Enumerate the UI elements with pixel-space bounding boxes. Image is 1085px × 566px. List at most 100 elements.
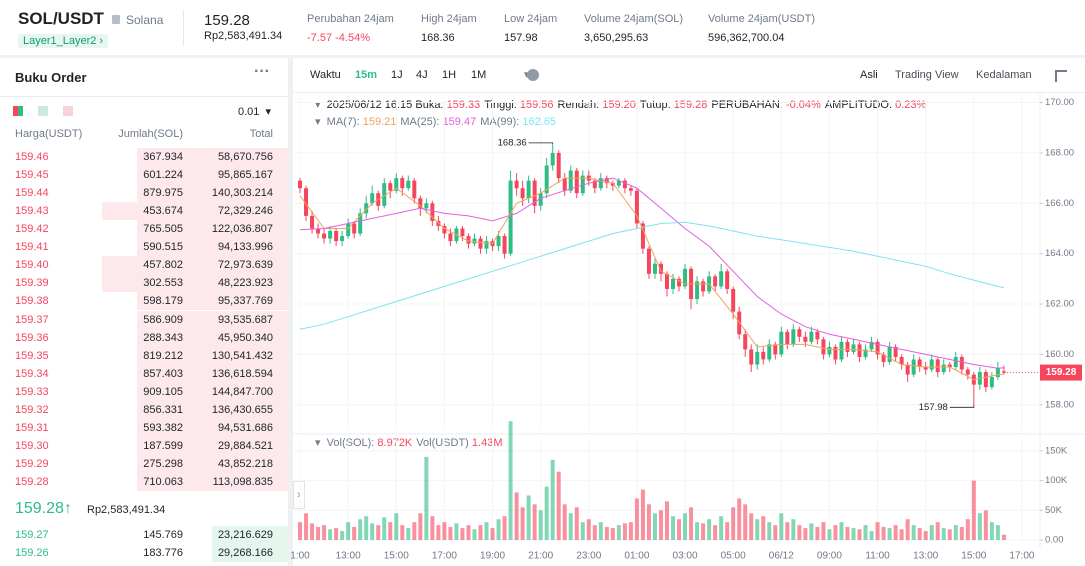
view[interactable]: Asli <box>860 69 878 81</box>
settings-icon[interactable] <box>527 69 539 81</box>
price: 159.36 <box>15 331 49 344</box>
total: 72,973.639 <box>217 259 273 272</box>
total: 113,098.835 <box>212 476 273 489</box>
info-label: Tinggi: <box>484 99 517 111</box>
total: 130,541.432 <box>211 349 273 362</box>
vol-legend: ▾ Vol(SOL): 8.972K Vol(USDT) 1.43M <box>315 436 506 449</box>
coin-name: Solana <box>126 13 164 27</box>
price: 159.46 <box>15 151 49 163</box>
amount: 367.934 <box>143 151 183 163</box>
asks-row[interactable]: 159.45 601.224 95,865.167 <box>0 166 288 185</box>
scroll-button[interactable]: › <box>293 481 305 509</box>
info-item: AMPLITUDO: 0.23% <box>825 99 927 111</box>
total: 136,618.594 <box>211 367 273 380</box>
total: 95,337.769 <box>217 295 273 308</box>
asks-row[interactable]: 159.35 819.212 130,541.432 <box>0 346 288 365</box>
amount: 183.776 <box>143 547 183 560</box>
tag-text: Layer1_Layer2 <box>23 35 97 47</box>
view[interactable]: Kedalaman <box>976 69 1032 81</box>
asks-row[interactable]: 159.37 586.909 93,535.687 <box>0 310 288 329</box>
asks-row[interactable]: 159.36 288.343 45,950.340 <box>0 328 288 347</box>
price: 159.42 <box>15 223 49 236</box>
collapse[interactable]: ▾ <box>315 437 321 449</box>
view-asks[interactable] <box>63 106 73 116</box>
interval[interactable]: 4J <box>416 69 428 81</box>
vol-value: 1.43M <box>471 437 503 449</box>
dropdown[interactable]: ▾ <box>524 68 530 81</box>
price: 159.43 <box>15 205 49 218</box>
asks-row[interactable]: 159.43 453.674 72,329.246 <box>0 202 288 221</box>
interval[interactable]: 15m <box>355 69 378 81</box>
bids-row[interactable]: 159.26 183.776 29,268.166 <box>0 544 288 563</box>
mid-price-value: 159.28 <box>15 500 64 517</box>
depth-bar <box>212 526 288 544</box>
amount: 145.769 <box>143 529 183 541</box>
view-bids[interactable] <box>38 106 48 116</box>
asks-row[interactable]: 159.46 367.934 58,670.756 <box>0 148 288 166</box>
depth-bar <box>137 382 288 401</box>
depth-bar <box>137 418 288 437</box>
collapse[interactable]: ▾ <box>315 116 321 128</box>
tag[interactable]: Layer1_Layer2 › <box>18 34 109 48</box>
price: 159.30 <box>15 439 49 452</box>
stat-value: 168.36 <box>421 32 455 44</box>
info-label: Buka: <box>415 99 444 111</box>
asks-row[interactable]: 159.40 457.802 72,973.639 <box>0 256 288 275</box>
asks-row[interactable]: 159.44 879.975 140,303.214 <box>0 184 288 203</box>
amount: 586.909 <box>143 313 183 326</box>
precision-select[interactable]: 0.01 ▾ <box>238 106 272 118</box>
view[interactable]: Trading View <box>895 69 959 81</box>
price: 159.28 <box>15 476 49 489</box>
divider <box>293 92 1085 93</box>
collapse[interactable]: ▾ <box>315 99 321 111</box>
amount: 275.298 <box>143 458 183 471</box>
fullscreen-icon[interactable] <box>1055 70 1067 82</box>
amount: 765.505 <box>143 223 183 236</box>
total: 122,036.807 <box>211 223 273 236</box>
total: 144,847.700 <box>211 385 273 398</box>
asks-row[interactable]: 159.33 909.105 144,847.700 <box>0 382 288 401</box>
more-button[interactable]: ··· <box>254 63 270 80</box>
info-label: PERUBAHAN: <box>711 99 783 111</box>
orderbook-title: Buku Order <box>15 70 87 85</box>
interval[interactable]: 1J <box>391 69 403 81</box>
price: 159.33 <box>15 385 49 398</box>
asks-row[interactable]: 159.41 590.515 94,133.996 <box>0 238 288 257</box>
info-value: 159.28 <box>673 99 708 111</box>
asks-row[interactable]: 159.39 302.553 48,223.923 <box>0 274 288 293</box>
asks-row[interactable]: 159.31 593.382 94,531.686 <box>0 418 288 437</box>
vol-item: Vol(USDT) 1.43M <box>416 437 502 449</box>
info-icon[interactable] <box>112 15 120 24</box>
header: SOL/USDT Solana Layer1_Layer2 › 159.28 R… <box>0 0 1085 55</box>
precision: 0.01 <box>238 106 260 118</box>
bids-row[interactable]: 159.27 145.769 23,216.629 <box>0 526 288 544</box>
pair[interactable]: SOL/USDT <box>18 9 104 28</box>
depth-bar <box>102 274 288 293</box>
price: 159.39 <box>15 277 49 290</box>
asks-row[interactable]: 159.34 857.403 136,618.594 <box>0 364 288 383</box>
stat-value: 3,650,295.63 <box>584 32 649 44</box>
total: 95,865.167 <box>217 169 273 182</box>
amount: 856.331 <box>143 403 183 416</box>
info-item: Rendah: 159.20 <box>558 99 636 111</box>
amount: 909.105 <box>143 385 183 398</box>
asks-row[interactable]: 159.30 187.599 29,884.521 <box>0 436 288 455</box>
interval[interactable]: 1H <box>442 69 457 81</box>
asks-row[interactable]: 159.29 275.298 43,852.218 <box>0 455 288 474</box>
asks-row[interactable]: 159.28 710.063 113,098.835 <box>0 473 288 492</box>
interval[interactable]: 1M <box>471 69 487 81</box>
view-both[interactable] <box>13 106 23 116</box>
asks-row[interactable]: 159.38 598.179 95,337.769 <box>0 292 288 311</box>
depth-bar <box>137 220 288 239</box>
ma-value: 159.21 <box>362 116 397 128</box>
divider <box>0 96 288 97</box>
asks-row[interactable]: 159.32 856.331 136,430.655 <box>0 400 288 419</box>
amount: 593.382 <box>143 421 183 434</box>
price: 159.28 <box>204 12 250 29</box>
asks-row[interactable]: 159.42 765.505 122,036.807 <box>0 220 288 239</box>
ma-legend: ▾ MA(7): 159.21 MA(25): 159.47 MA(99): 162… <box>315 115 560 128</box>
total: 72,329.246 <box>217 205 273 218</box>
vol-value: 8.972K <box>377 437 413 449</box>
info-value: 159.56 <box>519 99 554 111</box>
